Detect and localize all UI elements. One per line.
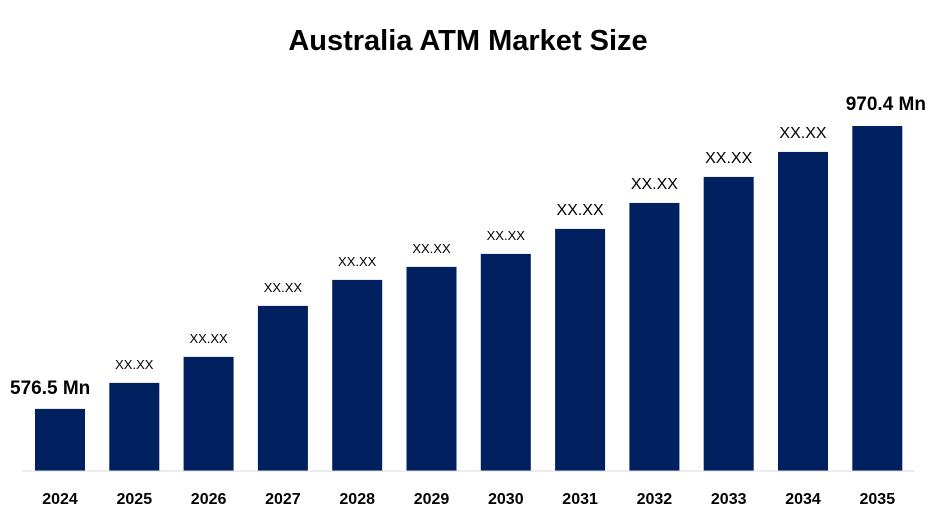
- data-label: XX.XX: [487, 228, 526, 243]
- x-tick-label: 2033: [711, 491, 747, 508]
- chart-title: Australia ATM Market Size: [288, 25, 647, 57]
- bar-2034: [778, 151, 828, 471]
- bar-2035: [852, 126, 903, 471]
- x-tick-label: 2031: [562, 491, 598, 508]
- data-label: XX.XX: [115, 357, 154, 372]
- data-label: XX.XX: [338, 254, 377, 269]
- data-label: XX.XX: [631, 176, 678, 193]
- bar-2033: [703, 176, 754, 472]
- x-tick-label: 2032: [637, 491, 673, 508]
- data-label: XX.XX: [705, 150, 752, 167]
- bar-2027: [257, 305, 308, 471]
- x-tick-label: 2034: [785, 491, 821, 508]
- bar-2026: [183, 356, 234, 471]
- bar-2024: [35, 408, 85, 471]
- bar-2032: [629, 202, 680, 471]
- bar-2025: [109, 382, 160, 471]
- x-tick-label: 2029: [414, 491, 450, 508]
- bar-2031: [555, 228, 606, 471]
- data-label: XX.XX: [779, 125, 826, 142]
- bar-2029: [406, 266, 457, 471]
- x-tick-label: 2024: [42, 491, 78, 508]
- data-label: 970.4 Mn: [846, 94, 926, 115]
- data-label: XX.XX: [412, 241, 451, 256]
- data-label: 576.5 Mn: [10, 378, 90, 399]
- bar-2030: [480, 253, 531, 471]
- x-tick-label: 2028: [339, 491, 375, 508]
- data-label: XX.XX: [557, 202, 604, 219]
- data-label: XX.XX: [189, 331, 228, 346]
- x-tick-label: 2026: [191, 491, 227, 508]
- bar-2028: [332, 279, 383, 471]
- data-label: XX.XX: [264, 280, 303, 295]
- x-tick-label: 2030: [488, 491, 524, 508]
- x-tick-label: 2035: [860, 491, 896, 508]
- x-tick-label: 2027: [265, 491, 301, 508]
- x-tick-label: 2025: [117, 491, 153, 508]
